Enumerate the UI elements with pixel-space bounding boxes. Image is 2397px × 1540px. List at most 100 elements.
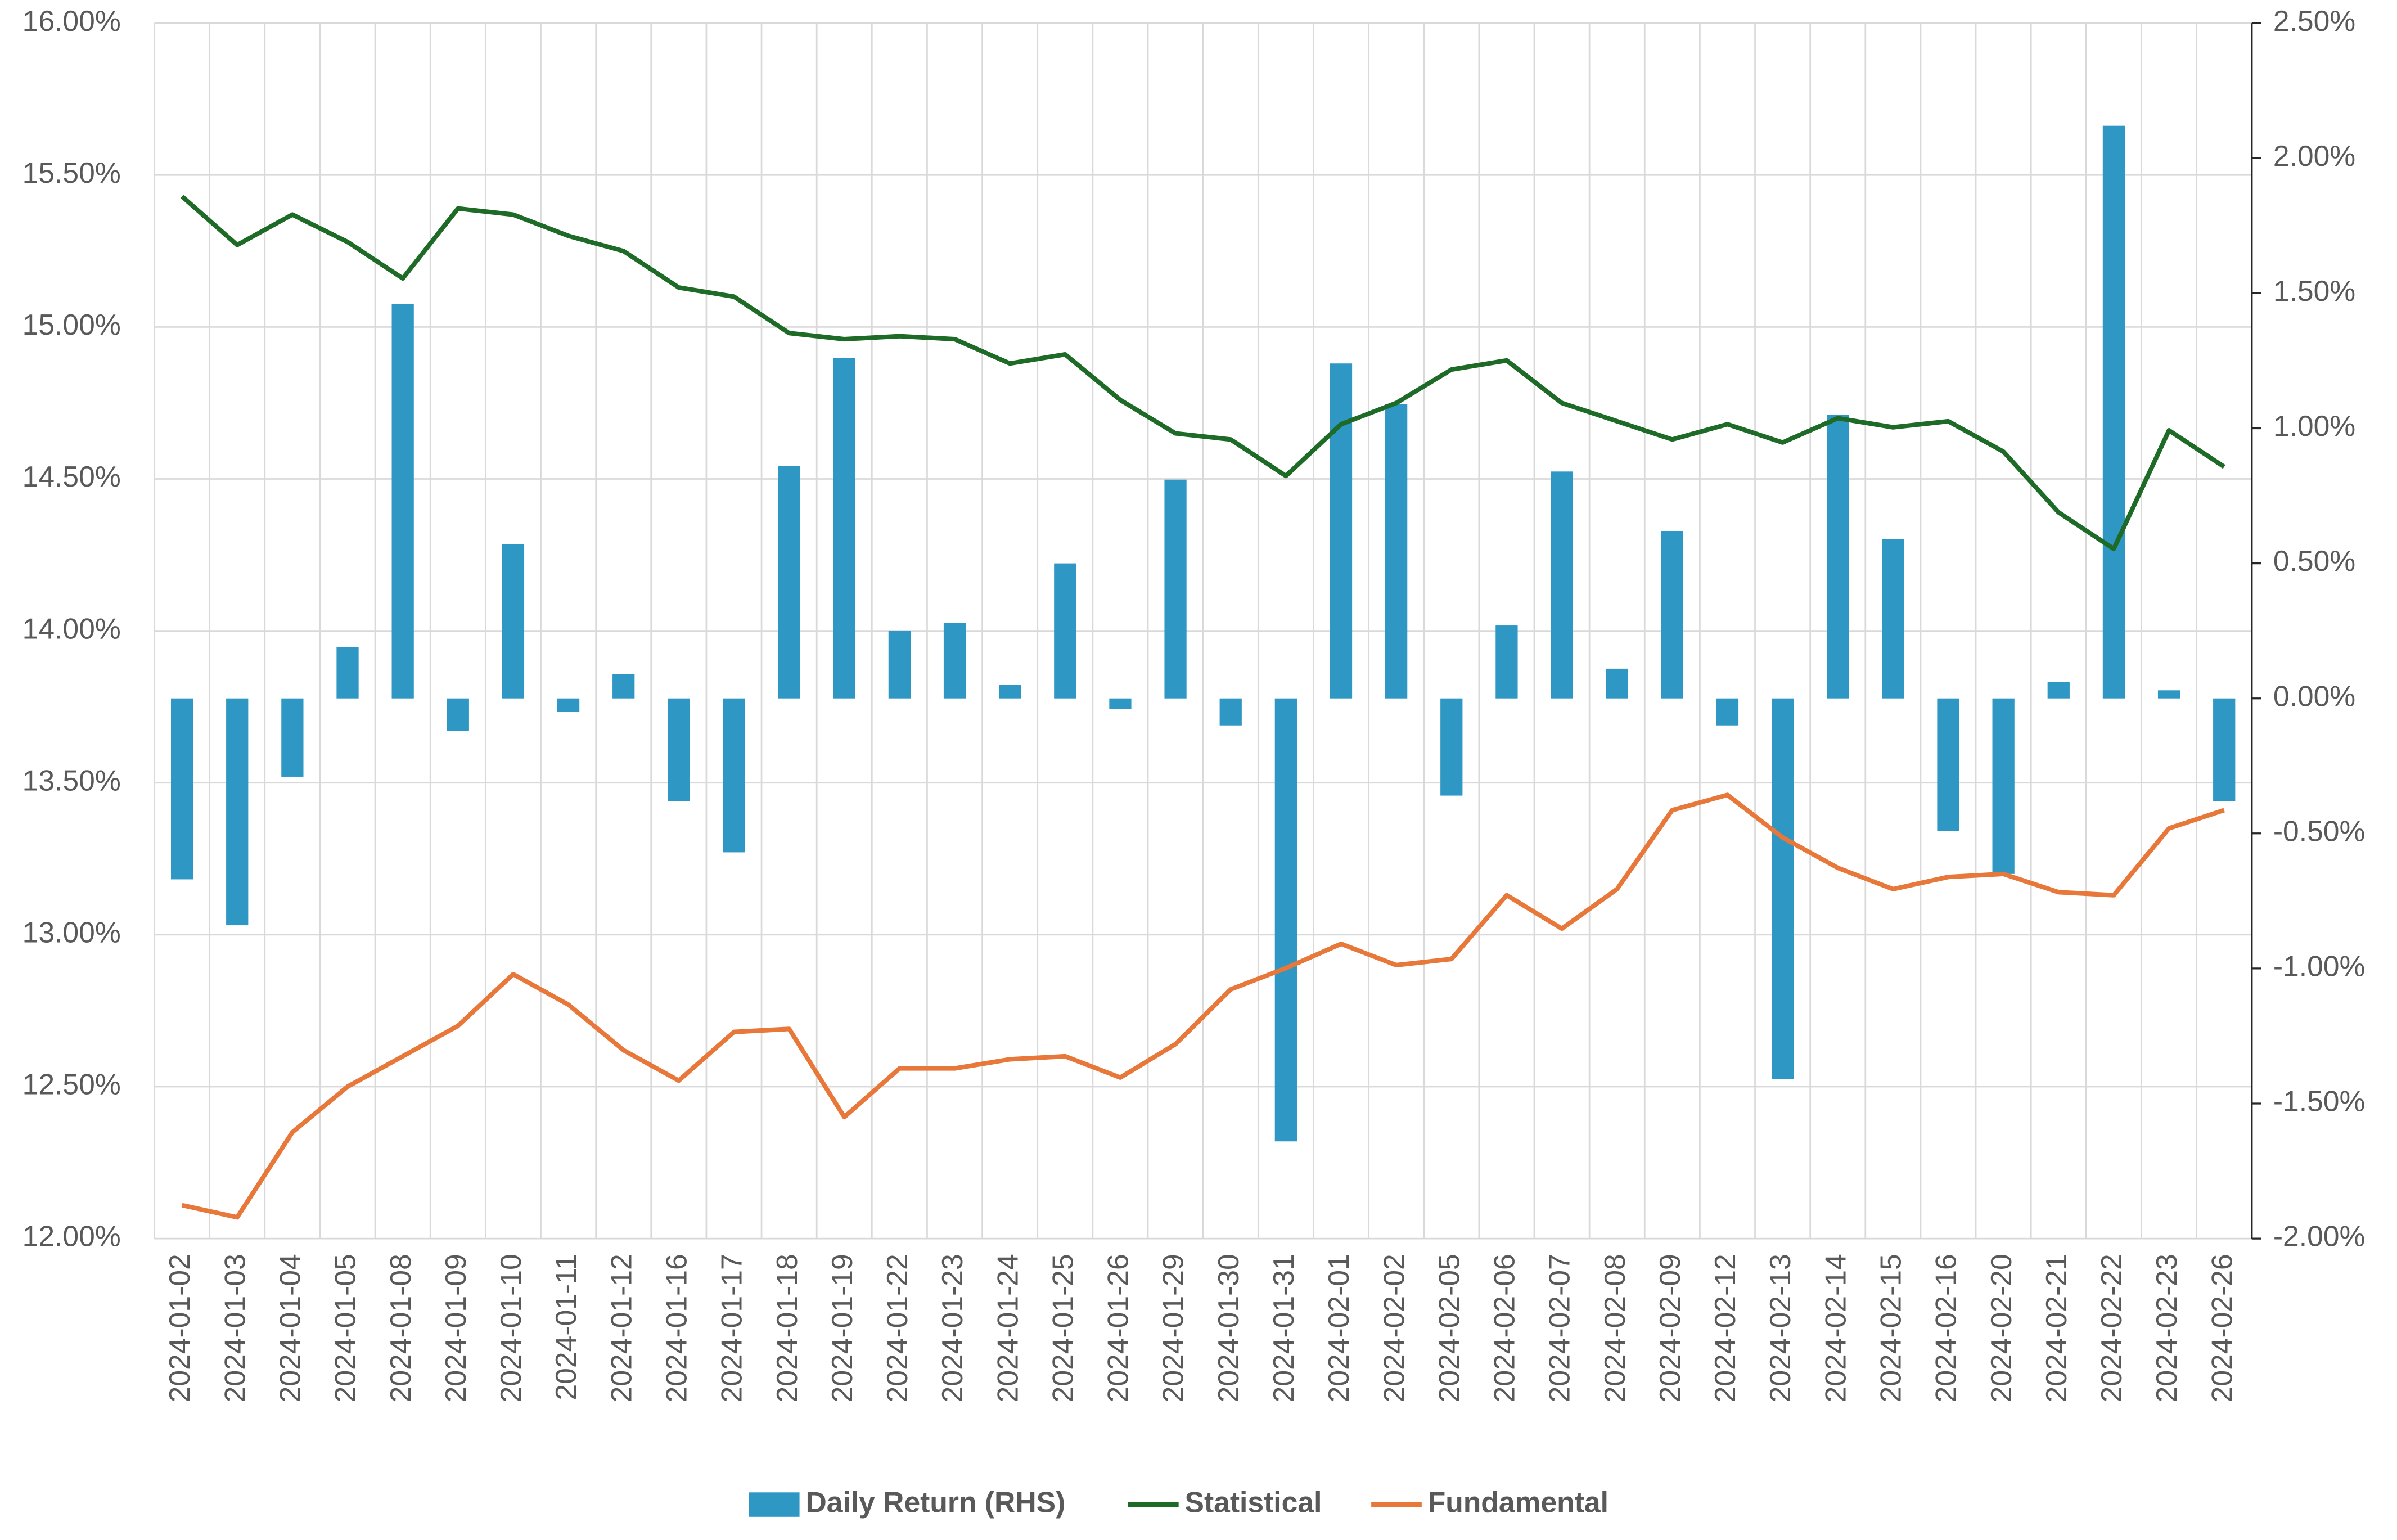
bar	[2047, 682, 2070, 699]
y-tick-label: 12.50%	[22, 1068, 121, 1101]
bar	[888, 631, 911, 699]
bar	[1661, 530, 1683, 699]
y-tick-label: 14.50%	[22, 460, 121, 493]
bar	[2213, 698, 2236, 801]
legend-label: Statistical	[1185, 1486, 1322, 1519]
bar	[1495, 625, 1518, 699]
bar	[1109, 698, 1132, 709]
x-tick-label: 2024-01-09	[439, 1254, 472, 1402]
bar	[1882, 539, 1904, 699]
x-tick-label: 2024-01-29	[1157, 1254, 1190, 1402]
x-tick-label: 2024-02-06	[1488, 1254, 1521, 1402]
y2-tick-label: -1.50%	[2273, 1085, 2366, 1118]
x-tick-label: 2024-02-20	[1985, 1254, 2017, 1402]
bar	[1219, 698, 1242, 726]
bar	[1827, 415, 1849, 699]
bar	[447, 698, 469, 731]
bar	[1054, 563, 1076, 699]
y2-tick-label: -2.00%	[2273, 1220, 2366, 1253]
bar	[226, 698, 249, 926]
x-tick-label: 2024-01-30	[1212, 1254, 1245, 1402]
x-tick-label: 2024-01-05	[329, 1254, 362, 1402]
x-tick-label: 2024-02-02	[1377, 1254, 1410, 1402]
x-tick-label: 2024-01-22	[881, 1254, 913, 1402]
y-tick-label: 14.00%	[22, 612, 121, 645]
bar	[502, 544, 525, 699]
x-tick-label: 2024-02-09	[1653, 1254, 1686, 1402]
x-tick-label: 2024-01-18	[771, 1254, 803, 1402]
y2-tick-label: 1.50%	[2273, 274, 2355, 307]
legend-label: Daily Return (RHS)	[805, 1486, 1065, 1519]
x-tick-label: 2024-01-31	[1267, 1254, 1300, 1402]
x-tick-label: 2024-02-07	[1543, 1254, 1576, 1402]
bar	[723, 698, 745, 853]
y2-tick-label: 0.00%	[2273, 679, 2355, 712]
x-tick-label: 2024-02-23	[2150, 1254, 2183, 1402]
y2-tick-label: 2.00%	[2273, 139, 2355, 172]
bar	[778, 466, 800, 699]
bar	[1716, 698, 1739, 726]
bar	[391, 304, 414, 699]
x-tick-label: 2024-01-03	[218, 1254, 251, 1402]
line	[180, 195, 2225, 551]
x-tick-label: 2024-02-08	[1598, 1254, 1631, 1402]
x-tick-label: 2024-02-14	[1819, 1254, 1851, 1402]
bar	[668, 698, 690, 801]
bar	[833, 358, 855, 699]
x-tick-label: 2024-01-26	[1102, 1254, 1134, 1402]
bar	[612, 674, 635, 699]
x-tick-label: 2024-01-23	[936, 1254, 968, 1402]
x-tick-label: 2024-01-24	[991, 1254, 1024, 1402]
bar	[170, 698, 193, 880]
legend-swatch	[749, 1492, 800, 1517]
bar	[1274, 698, 1297, 1142]
bar	[943, 623, 966, 699]
y2-tick-label: 1.00%	[2273, 409, 2355, 442]
bar	[1606, 668, 1628, 699]
x-tick-label: 2024-02-13	[1764, 1254, 1796, 1402]
x-tick-label: 2024-02-05	[1432, 1254, 1465, 1402]
x-tick-label: 2024-02-12	[1709, 1254, 1741, 1402]
bar	[336, 647, 359, 699]
bar	[2102, 125, 2125, 699]
y-tick-label: 13.50%	[22, 764, 121, 796]
bar	[1440, 698, 1463, 796]
bar	[1164, 479, 1187, 699]
bar	[281, 698, 304, 777]
x-tick-label: 2024-01-02	[163, 1254, 196, 1402]
x-tick-label: 2024-02-26	[2205, 1254, 2238, 1402]
line	[181, 792, 2225, 1220]
bar	[1385, 404, 1408, 699]
x-tick-label: 2024-01-17	[715, 1254, 748, 1402]
y-tick-label: 15.50%	[22, 156, 121, 189]
y2-tick-label: -1.00%	[2273, 950, 2366, 983]
bar	[1551, 471, 1573, 699]
x-tick-label: 2024-01-04	[274, 1254, 307, 1402]
x-tick-label: 2024-02-16	[1930, 1254, 1962, 1402]
bar	[999, 685, 1021, 699]
bar	[1992, 698, 2015, 874]
y2-tick-label: 2.50%	[2273, 4, 2355, 37]
y-tick-label: 12.00%	[22, 1220, 121, 1253]
x-tick-label: 2024-01-12	[605, 1254, 637, 1402]
x-tick-label: 2024-02-15	[1875, 1254, 1907, 1402]
x-tick-label: 2024-02-22	[2095, 1254, 2128, 1402]
x-tick-label: 2024-02-01	[1322, 1254, 1355, 1402]
x-tick-label: 2024-01-19	[826, 1254, 858, 1402]
y-tick-label: 16.00%	[22, 4, 121, 37]
x-tick-label: 2024-01-10	[494, 1254, 527, 1402]
bar	[1937, 698, 1959, 831]
x-tick-label: 2024-01-08	[384, 1254, 417, 1402]
y-tick-label: 15.00%	[22, 308, 121, 341]
y2-tick-label: 0.50%	[2273, 544, 2355, 577]
x-tick-label: 2024-02-21	[2040, 1254, 2072, 1402]
x-tick-label: 2024-01-11	[549, 1254, 582, 1400]
bar	[2157, 690, 2180, 699]
x-tick-label: 2024-01-25	[1046, 1254, 1079, 1402]
y-tick-label: 13.00%	[22, 916, 121, 949]
bar	[557, 698, 580, 712]
bar	[1330, 363, 1353, 699]
bar	[1771, 698, 1794, 1079]
